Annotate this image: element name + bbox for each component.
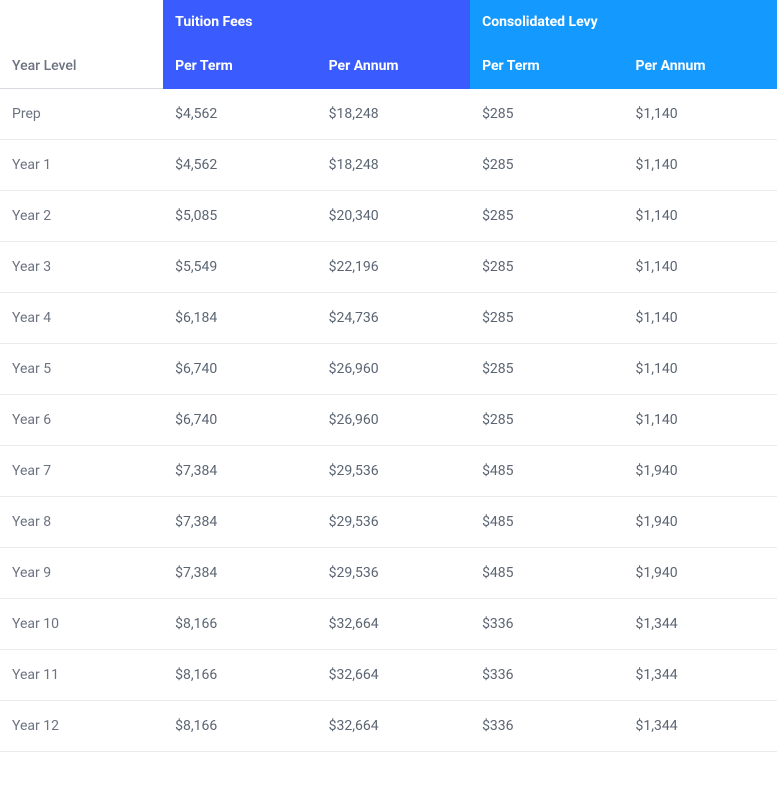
header-tuition-per-annum: Per Annum	[317, 44, 470, 89]
cell: $29,536	[317, 548, 470, 599]
table-body: Prep$4,562$18,248$285$1,140Year 1$4,562$…	[0, 89, 777, 752]
cell: $1,140	[624, 293, 777, 344]
cell: $4,562	[163, 89, 316, 140]
fees-table: Tuition Fees Consolidated Levy Year Leve…	[0, 0, 777, 752]
table-row: Year 8$7,384$29,536$485$1,940	[0, 497, 777, 548]
cell: $7,384	[163, 497, 316, 548]
cell: $285	[470, 293, 623, 344]
table-row: Year 10$8,166$32,664$336$1,344	[0, 599, 777, 650]
cell: $1,140	[624, 89, 777, 140]
cell: $336	[470, 701, 623, 752]
table-row: Year 4$6,184$24,736$285$1,140	[0, 293, 777, 344]
cell: $32,664	[317, 599, 470, 650]
cell: $485	[470, 548, 623, 599]
cell: $32,664	[317, 650, 470, 701]
table-row: Year 6$6,740$26,960$285$1,140	[0, 395, 777, 446]
cell: $29,536	[317, 497, 470, 548]
cell: $20,340	[317, 191, 470, 242]
cell: $1,140	[624, 395, 777, 446]
cell: $285	[470, 89, 623, 140]
cell: $4,562	[163, 140, 316, 191]
table-row: Prep$4,562$18,248$285$1,140	[0, 89, 777, 140]
cell: $1,940	[624, 548, 777, 599]
fees-table-container: Tuition Fees Consolidated Levy Year Leve…	[0, 0, 777, 752]
cell: $8,166	[163, 701, 316, 752]
cell: $1,140	[624, 344, 777, 395]
header-sub-row: Year Level Per Term Per Annum Per Term P…	[0, 44, 777, 89]
cell: $285	[470, 191, 623, 242]
cell: $336	[470, 599, 623, 650]
table-row: Year 2$5,085$20,340$285$1,140	[0, 191, 777, 242]
cell: $6,184	[163, 293, 316, 344]
row-label: Year 1	[0, 140, 163, 191]
cell: $29,536	[317, 446, 470, 497]
cell: $1,344	[624, 599, 777, 650]
row-label: Year 9	[0, 548, 163, 599]
table-row: Year 9$7,384$29,536$485$1,940	[0, 548, 777, 599]
table-row: Year 5$6,740$26,960$285$1,140	[0, 344, 777, 395]
cell: $22,196	[317, 242, 470, 293]
cell: $1,940	[624, 497, 777, 548]
cell: $26,960	[317, 395, 470, 446]
cell: $285	[470, 242, 623, 293]
cell: $8,166	[163, 650, 316, 701]
cell: $485	[470, 446, 623, 497]
cell: $1,344	[624, 701, 777, 752]
header-levy-per-term: Per Term	[470, 44, 623, 89]
row-label: Year 8	[0, 497, 163, 548]
cell: $6,740	[163, 344, 316, 395]
cell: $1,344	[624, 650, 777, 701]
header-blank-cell	[0, 0, 163, 44]
cell: $1,140	[624, 191, 777, 242]
row-label: Year 6	[0, 395, 163, 446]
row-label: Year 2	[0, 191, 163, 242]
cell: $32,664	[317, 701, 470, 752]
cell: $1,140	[624, 140, 777, 191]
row-label: Year 11	[0, 650, 163, 701]
header-tuition-per-term: Per Term	[163, 44, 316, 89]
table-row: Year 1$4,562$18,248$285$1,140	[0, 140, 777, 191]
header-levy-per-annum: Per Annum	[624, 44, 777, 89]
cell: $7,384	[163, 446, 316, 497]
row-label: Year 5	[0, 344, 163, 395]
row-label: Year 10	[0, 599, 163, 650]
header-group-tuition: Tuition Fees	[163, 0, 470, 44]
cell: $5,085	[163, 191, 316, 242]
table-header: Tuition Fees Consolidated Levy Year Leve…	[0, 0, 777, 89]
cell: $6,740	[163, 395, 316, 446]
cell: $24,736	[317, 293, 470, 344]
cell: $1,140	[624, 242, 777, 293]
row-label: Year 3	[0, 242, 163, 293]
cell: $18,248	[317, 140, 470, 191]
cell: $285	[470, 344, 623, 395]
row-label: Year 12	[0, 701, 163, 752]
cell: $5,549	[163, 242, 316, 293]
header-group-levy: Consolidated Levy	[470, 0, 777, 44]
row-label: Year 4	[0, 293, 163, 344]
cell: $26,960	[317, 344, 470, 395]
cell: $8,166	[163, 599, 316, 650]
cell: $1,940	[624, 446, 777, 497]
cell: $336	[470, 650, 623, 701]
cell: $7,384	[163, 548, 316, 599]
cell: $285	[470, 395, 623, 446]
table-row: Year 7$7,384$29,536$485$1,940	[0, 446, 777, 497]
row-label: Year 7	[0, 446, 163, 497]
table-row: Year 11$8,166$32,664$336$1,344	[0, 650, 777, 701]
header-group-row: Tuition Fees Consolidated Levy	[0, 0, 777, 44]
table-row: Year 12$8,166$32,664$336$1,344	[0, 701, 777, 752]
cell: $18,248	[317, 89, 470, 140]
cell: $485	[470, 497, 623, 548]
row-label: Prep	[0, 89, 163, 140]
table-row: Year 3$5,549$22,196$285$1,140	[0, 242, 777, 293]
cell: $285	[470, 140, 623, 191]
header-rowhead: Year Level	[0, 44, 163, 89]
